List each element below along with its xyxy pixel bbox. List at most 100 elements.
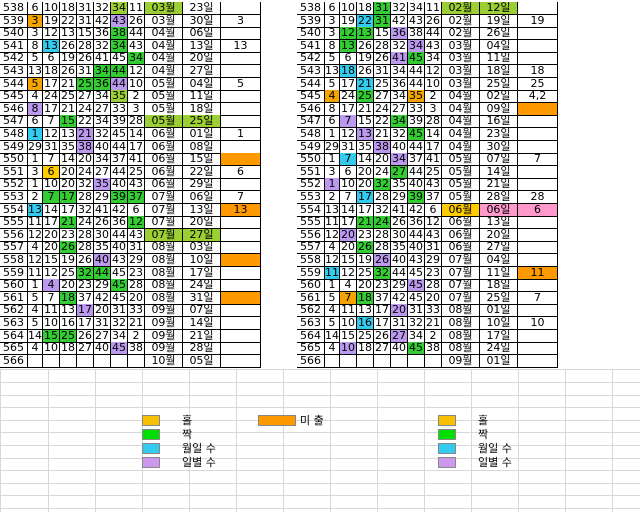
left-cell[interactable] (221, 178, 261, 192)
right-cell[interactable]: 5 (325, 291, 340, 305)
left-cell[interactable] (221, 102, 261, 116)
right-cell[interactable]: 24 (340, 90, 357, 104)
right-cell[interactable]: 40 (391, 254, 408, 268)
right-cell[interactable]: 43 (425, 178, 442, 192)
right-cell[interactable]: 13 (340, 39, 357, 53)
left-cell[interactable]: 06월 (145, 165, 183, 179)
left-cell[interactable]: 13 (221, 39, 261, 53)
right-cell[interactable]: 548 (297, 128, 325, 142)
left-cell[interactable]: 1 (221, 128, 261, 142)
right-cell[interactable]: 10 (340, 317, 357, 331)
right-cell[interactable]: 45 (408, 279, 425, 293)
left-cell[interactable]: 32 (94, 39, 111, 53)
left-cell[interactable]: 42 (111, 203, 128, 217)
left-cell[interactable]: 4 (28, 342, 43, 356)
right-cell[interactable]: 32 (391, 39, 408, 53)
right-cell[interactable]: 13 (357, 128, 374, 142)
right-cell[interactable]: 25 (425, 165, 442, 179)
right-cell[interactable]: 26 (357, 241, 374, 255)
right-cell[interactable]: 18 (357, 291, 374, 305)
left-cell[interactable]: 05월 (145, 90, 183, 104)
right-cell[interactable]: 545 (297, 90, 325, 104)
left-cell[interactable]: 40 (111, 241, 128, 255)
left-cell[interactable]: 20일 (183, 52, 221, 66)
right-cell[interactable]: 14 (357, 153, 374, 167)
left-cell[interactable]: 05월 (145, 77, 183, 91)
right-cell[interactable]: 31 (374, 2, 391, 16)
right-cell[interactable]: 31 (374, 65, 391, 79)
right-cell[interactable]: 8 (325, 102, 340, 116)
right-cell[interactable]: 544 (297, 77, 325, 91)
left-cell[interactable]: 24 (77, 216, 94, 230)
left-cell[interactable]: 34 (111, 2, 128, 16)
right-cell[interactable]: 20 (357, 178, 374, 192)
right-cell[interactable]: 562 (297, 304, 325, 318)
right-cell[interactable]: 07월 (442, 279, 480, 293)
left-cell[interactable]: 34 (94, 153, 111, 167)
left-cell[interactable]: 12 (43, 266, 60, 280)
left-cell[interactable] (221, 115, 261, 129)
left-cell[interactable]: 23 (60, 228, 77, 242)
left-cell[interactable]: 33 (128, 304, 145, 318)
right-cell[interactable]: 37 (425, 191, 442, 205)
right-cell[interactable]: 26 (391, 216, 408, 230)
left-cell[interactable]: 2 (28, 191, 43, 205)
left-cell[interactable]: 564 (0, 329, 28, 343)
right-cell[interactable]: 26 (357, 65, 374, 79)
right-cell[interactable]: 4,2 (518, 90, 558, 104)
right-cell[interactable] (518, 165, 558, 179)
left-cell[interactable]: 28 (128, 279, 145, 293)
left-cell[interactable]: 01일 (183, 128, 221, 142)
left-cell[interactable]: 5 (28, 317, 43, 331)
right-cell[interactable]: 36 (408, 216, 425, 230)
right-cell[interactable]: 25 (357, 266, 374, 280)
right-cell[interactable]: 2 (425, 329, 442, 343)
right-cell[interactable]: 44 (391, 266, 408, 280)
left-cell[interactable]: 28 (128, 115, 145, 129)
left-cell[interactable]: 28 (77, 228, 94, 242)
right-cell[interactable]: 40 (408, 241, 425, 255)
left-cell[interactable]: 31 (111, 304, 128, 318)
left-cell[interactable]: 40 (94, 342, 111, 356)
right-cell[interactable]: 04월 (442, 90, 480, 104)
left-cell[interactable]: 24 (77, 102, 94, 116)
left-cell[interactable] (221, 279, 261, 293)
right-cell[interactable]: 6 (518, 203, 558, 217)
right-cell[interactable]: 554 (297, 203, 325, 217)
right-cell[interactable]: 17 (374, 304, 391, 318)
right-cell[interactable]: 43 (425, 228, 442, 242)
right-cell[interactable]: 10 (425, 77, 442, 91)
right-cell[interactable] (357, 354, 374, 368)
right-cell[interactable]: 17 (340, 102, 357, 116)
left-cell[interactable]: 4 (43, 279, 60, 293)
left-cell[interactable] (221, 241, 261, 255)
right-cell[interactable]: 12 (340, 128, 357, 142)
left-cell[interactable]: 3 (28, 14, 43, 28)
left-cell[interactable]: 559 (0, 266, 28, 280)
left-cell[interactable]: 2 (128, 329, 145, 343)
right-cell[interactable]: 01일 (480, 304, 518, 318)
right-cell[interactable]: 563 (297, 317, 325, 331)
left-cell[interactable]: 6 (43, 165, 60, 179)
right-cell[interactable]: 11일 (480, 266, 518, 280)
left-cell[interactable]: 31 (128, 241, 145, 255)
left-cell[interactable] (43, 354, 60, 368)
right-cell[interactable]: 44 (408, 77, 425, 91)
right-cell[interactable]: 4 (325, 342, 340, 356)
left-cell[interactable]: 13 (60, 27, 77, 41)
left-cell[interactable] (221, 291, 261, 305)
right-cell[interactable]: 24일 (480, 342, 518, 356)
left-cell[interactable] (221, 2, 261, 16)
right-cell[interactable]: 33 (408, 102, 425, 116)
left-cell[interactable]: 566 (0, 354, 28, 368)
right-cell[interactable]: 25일 (480, 291, 518, 305)
right-cell[interactable]: 561 (297, 291, 325, 305)
right-cell[interactable]: 04월 (442, 115, 480, 129)
right-cell[interactable]: 05월 (442, 178, 480, 192)
left-cell[interactable]: 17 (60, 191, 77, 205)
right-cell[interactable] (374, 354, 391, 368)
left-cell[interactable]: 26 (128, 14, 145, 28)
right-cell[interactable]: 34 (408, 39, 425, 53)
right-cell[interactable] (518, 39, 558, 53)
left-cell[interactable]: 09월 (145, 329, 183, 343)
